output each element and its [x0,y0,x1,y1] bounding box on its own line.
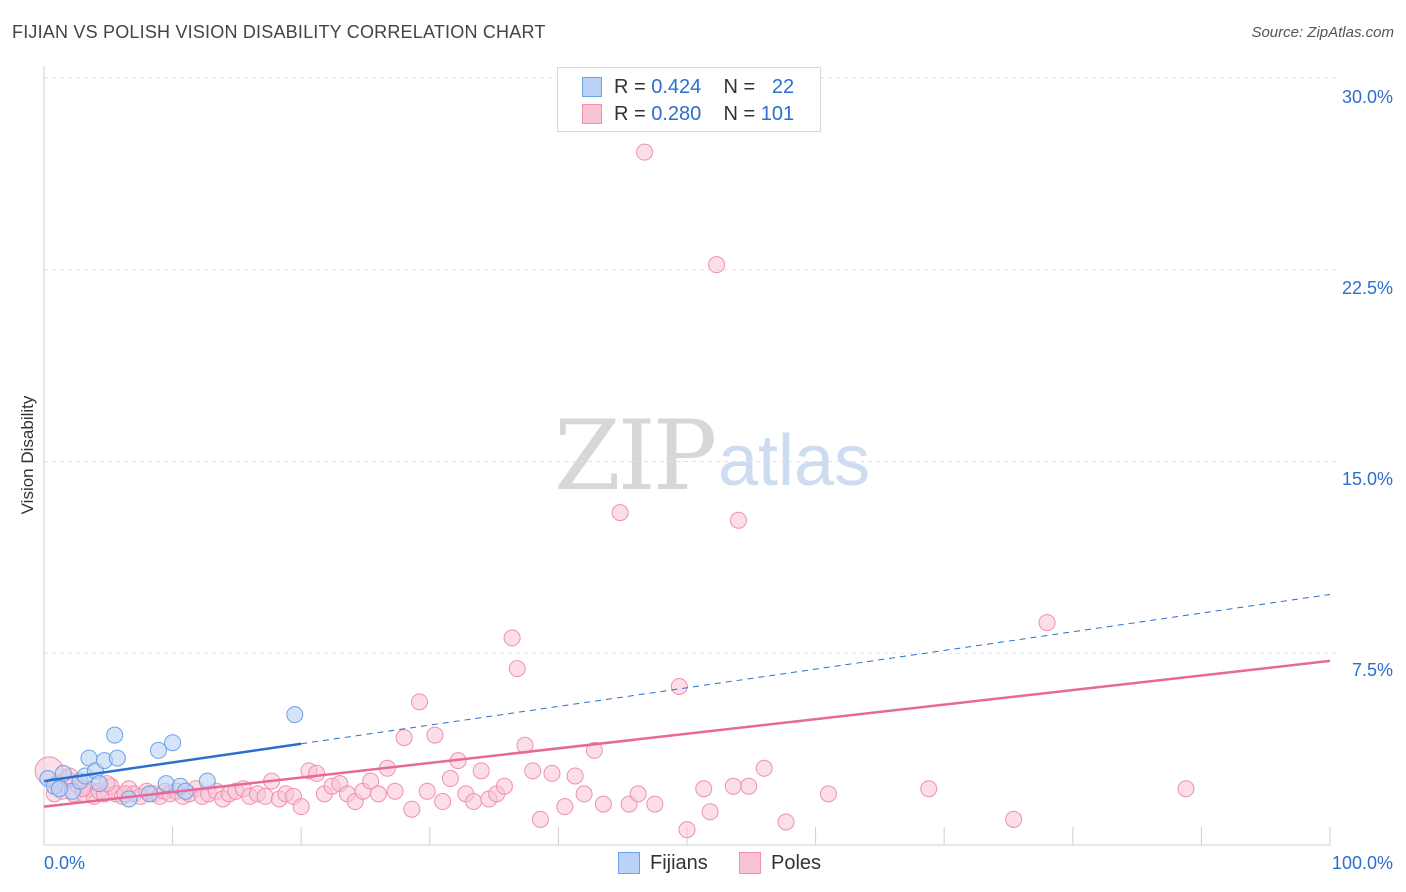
n-label: N = [723,75,756,98]
poles-point [434,793,452,811]
poles-point [670,677,688,695]
poles-point [1038,614,1056,632]
poles-legend-label: Poles [771,852,822,874]
poles-point [566,767,584,785]
poles-point [678,821,696,839]
poles-point [695,780,713,798]
poles-point [701,803,719,821]
poles-point [411,693,429,711]
r-label: R = [614,102,646,125]
n-label: N = [723,102,756,125]
poles-point [819,785,837,803]
source-label: Source: ZipAtlas.com [1251,24,1394,41]
y-tick-label: 15.0% [1341,469,1393,489]
poles-point [524,762,542,780]
r-value: 0.280 [651,102,702,125]
poles-point [575,785,593,803]
poles-point [636,143,654,161]
fijians-trend-solid [43,742,302,783]
poles-legend-swatch [739,852,761,874]
poles-point [362,772,380,790]
poles-point [594,795,612,813]
poles-point [556,798,574,816]
r-label: R = [614,75,646,98]
poles-point [403,800,421,818]
r-value: 0.424 [651,75,702,98]
y-tick-label: 7.5% [1351,660,1393,680]
fijians-point [90,775,108,793]
poles-point [585,741,603,759]
poles-point [426,726,444,744]
fijians-legend-swatch [618,852,640,874]
x-tick-label-max: 100.0% [1331,853,1393,873]
poles-point [708,256,726,274]
series-poles [34,143,1195,839]
poles-point [777,813,795,831]
fijians-point [50,780,68,798]
y-tick-label: 30.0% [1341,87,1393,107]
axes [43,66,1331,846]
fijians-point [106,726,124,744]
poles-swatch [582,104,602,124]
n-value: 22 [771,75,795,98]
poles-point [395,729,413,747]
poles-point [465,793,483,811]
poles-point [629,785,647,803]
poles-point [755,759,773,777]
poles-point [292,798,310,816]
poles-point [508,660,526,678]
trend-lines [43,593,1331,808]
poles-point [308,764,326,782]
n-value: 101 [760,102,795,125]
poles-point [724,777,742,795]
poles-point [1177,780,1195,798]
poles-point [369,785,387,803]
fijians-point [120,790,138,808]
poles-point [441,770,459,788]
poles-point [256,787,274,805]
poles-point [1005,810,1023,828]
grid-lines [44,77,1336,654]
fijians-point [108,749,126,767]
poles-point [611,504,629,522]
poles-point [531,810,549,828]
poles-point [503,629,521,647]
fijians-point [286,706,304,724]
poles-trend-line [43,659,1331,808]
poles-point [386,782,404,800]
fijians-point [157,775,175,793]
poles-point [729,511,747,529]
poles-point [495,777,513,795]
y-tick-label: 22.5% [1341,278,1393,298]
poles-point [472,762,490,780]
fijians-trend-dashed [301,593,1331,745]
poles-point [543,764,561,782]
poles-point [740,777,758,795]
x-tick-label-min: 0.0% [44,853,86,873]
stats-legend: R = 0.424 N = 22 R = 0.280 N = 101 [557,67,821,132]
poles-point [418,782,436,800]
fijians-swatch [582,77,602,97]
watermark-zip: ZIP [554,400,717,512]
fijians-legend-label: Fijians [650,852,708,874]
fijians-point [149,741,167,759]
fijians-point [164,734,182,752]
poles-point [920,780,938,798]
chart-title: FIJIAN VS POLISH VISION DISABILITY CORRE… [12,22,546,42]
poles-point [646,795,664,813]
